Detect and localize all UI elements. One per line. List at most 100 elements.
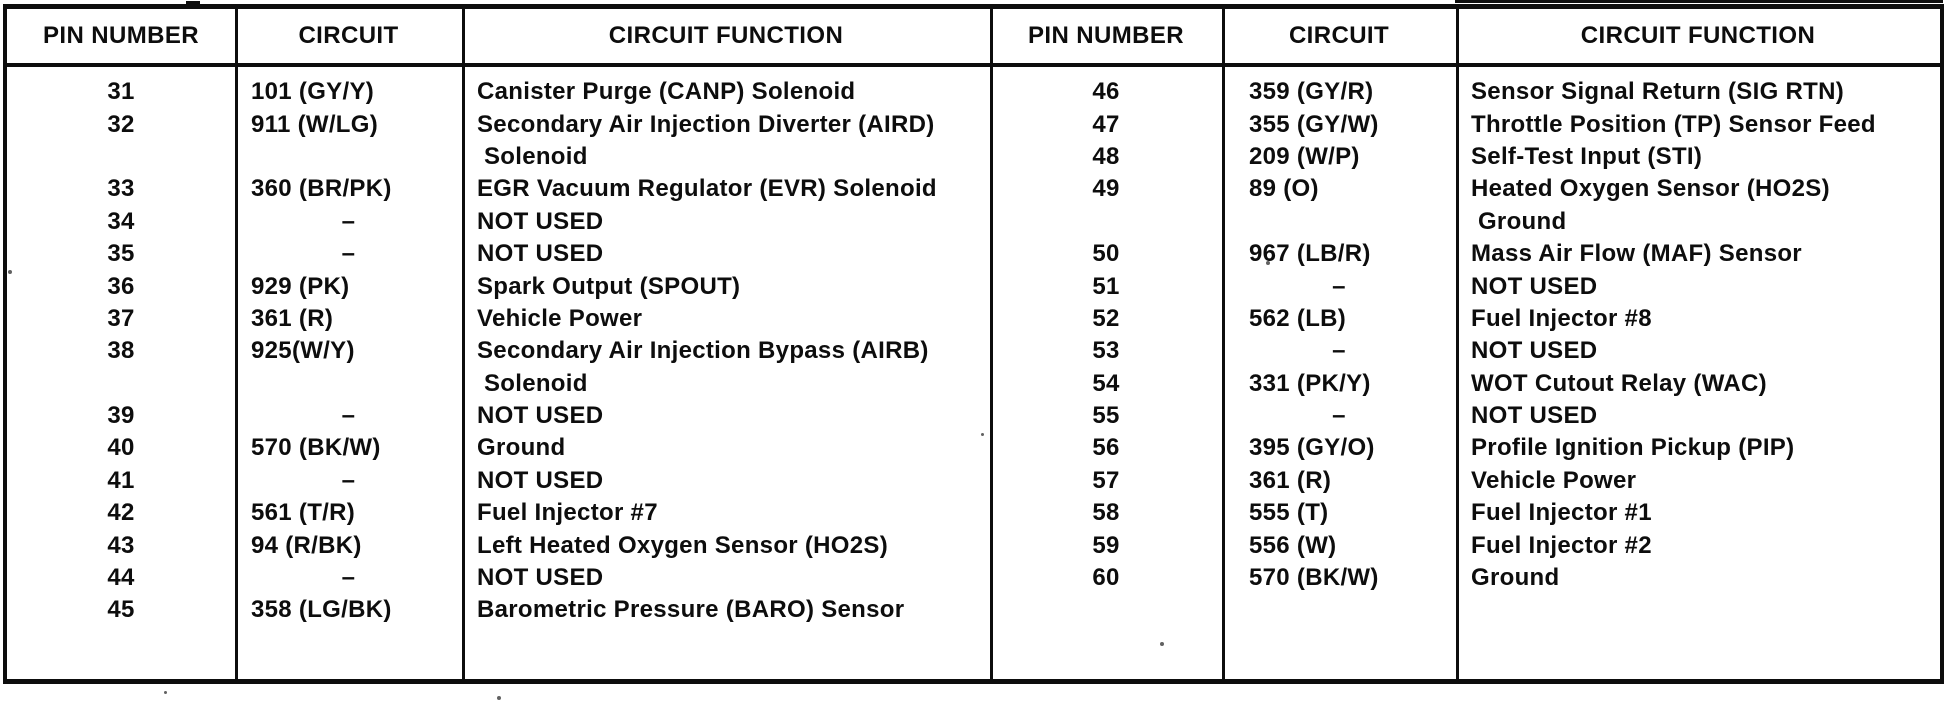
function-cell: Vehicle Power: [1471, 466, 1637, 494]
circuit-cell: 361 (R): [1249, 466, 1332, 494]
pinout-table: PIN NUMBER CIRCUIT CIRCUIT FUNCTION PIN …: [3, 4, 1944, 684]
circuit-cell: 361 (R): [251, 304, 334, 332]
pin-cell: 58: [1092, 499, 1120, 527]
function-cell: Secondary Air Injection Bypass (AIRB): [477, 337, 929, 365]
pin-cell: 35: [107, 240, 135, 268]
column-header-pin-number-right: PIN NUMBER: [1027, 22, 1184, 49]
pin-cell: 49: [1092, 175, 1120, 203]
circuit-cell: [1222, 594, 1456, 626]
function-cell: NOT USED: [477, 466, 604, 494]
function-cell: Solenoid: [477, 142, 588, 170]
function-cell: Fuel Injector #8: [1471, 304, 1652, 332]
function-cell: EGR Vacuum Regulator (EVR) Solenoid: [477, 175, 937, 203]
circuit-cell: –: [1332, 402, 1346, 430]
function-cell: Profile Ignition Pickup (PIP): [1471, 434, 1795, 462]
circuit-cell: –: [1332, 272, 1346, 300]
circuit-cell: 358 (LG/BK): [251, 596, 392, 624]
function-cell: Fuel Injector #1: [1471, 499, 1652, 527]
circuit-cell: 561 (T/R): [251, 499, 356, 527]
pin-cell: 53: [1092, 337, 1120, 365]
scan-speck: [164, 691, 167, 694]
circuit-cell: –: [341, 466, 356, 494]
pin-cell: 51: [1092, 272, 1120, 300]
function-cell: Fuel Injector #2: [1471, 531, 1652, 559]
scan-speck: [497, 696, 501, 700]
pin-cell: 45: [107, 596, 135, 624]
circuit-cell: 911 (W/LG): [251, 110, 379, 138]
pin-cell: [990, 206, 1222, 238]
column-divider-line: [462, 9, 465, 679]
circuit-cell: –: [341, 564, 356, 592]
pin-cell: 47: [1092, 110, 1120, 138]
pin-cell: 39: [107, 402, 135, 430]
pin-cell: 52: [1092, 304, 1120, 332]
circuit-cell: [235, 141, 462, 173]
scan-speck: [8, 270, 12, 274]
function-cell: WOT Cutout Relay (WAC): [1471, 369, 1767, 397]
pin-cell: 38: [107, 337, 135, 365]
table-body: 31 101 (GY/Y) Canister Purge (CANP) Soleno…: [7, 67, 1940, 679]
column-divider-line: [1456, 9, 1459, 679]
function-cell: Vehicle Power: [477, 304, 643, 332]
circuit-cell: –: [1332, 337, 1346, 365]
column-header-circuit-left: CIRCUIT: [298, 22, 399, 49]
circuit-cell: [1222, 206, 1456, 238]
function-cell: NOT USED: [477, 564, 604, 592]
circuit-cell: 925(W/Y): [251, 337, 355, 365]
function-cell: Ground: [1471, 564, 1560, 592]
function-cell: Fuel Injector #7: [477, 499, 658, 527]
scan-speck: [981, 433, 984, 436]
circuit-cell: –: [341, 207, 356, 235]
column-header-pin-number-left: PIN NUMBER: [42, 22, 199, 49]
circuit-cell: 331 (PK/Y): [1249, 369, 1371, 397]
circuit-cell: 89 (O): [1249, 175, 1319, 203]
function-cell: NOT USED: [1471, 337, 1598, 365]
function-cell: Mass Air Flow (MAF) Sensor: [1471, 240, 1802, 268]
pin-cell: 43: [107, 531, 135, 559]
scan-artifact-tick: [186, 1, 200, 4]
column-header-circuit-function-left: CIRCUIT FUNCTION: [608, 22, 844, 49]
function-cell: Canister Purge (CANP) Solenoid: [477, 78, 856, 106]
pin-cell: 40: [107, 434, 135, 462]
pin-cell: 55: [1092, 402, 1120, 430]
circuit-cell: 209 (W/P): [1249, 142, 1360, 170]
pin-cell: 50: [1092, 240, 1120, 268]
pin-cell: 46: [1092, 78, 1120, 106]
pin-cell: [7, 368, 235, 400]
pin-cell: 59: [1092, 531, 1120, 559]
function-cell: NOT USED: [477, 240, 604, 268]
circuit-cell: 360 (BR/PK): [251, 175, 392, 203]
function-cell: Ground: [1471, 207, 1567, 235]
circuit-cell: 359 (GY/R): [1249, 78, 1374, 106]
pin-cell: 37: [107, 304, 135, 332]
circuit-cell: 94 (R/BK): [251, 531, 362, 559]
function-cell: Sensor Signal Return (SIG RTN): [1471, 78, 1845, 106]
function-cell: Solenoid: [477, 369, 588, 397]
column-divider-line: [990, 9, 993, 679]
scan-speck: [1160, 642, 1164, 646]
circuit-cell: 929 (PK): [251, 272, 350, 300]
pin-cell: 33: [107, 175, 135, 203]
function-cell: [1456, 594, 1940, 626]
circuit-cell: 555 (T): [1249, 499, 1329, 527]
circuit-cell: 570 (BK/W): [251, 434, 381, 462]
header-divider-line: [7, 63, 1940, 67]
pin-cell: 32: [107, 110, 135, 138]
pin-cell: 54: [1092, 369, 1120, 397]
pin-cell: 60: [1092, 564, 1120, 592]
column-divider-line: [1222, 9, 1225, 679]
circuit-cell: 570 (BK/W): [1249, 564, 1379, 592]
pin-cell: 48: [1092, 142, 1120, 170]
column-divider-line: [235, 9, 238, 679]
pin-cell: [990, 594, 1222, 626]
function-cell: Heated Oxygen Sensor (HO2S): [1471, 175, 1830, 203]
table-header-row: PIN NUMBER CIRCUIT CIRCUIT FUNCTION PIN …: [7, 9, 1940, 63]
function-cell: Ground: [477, 434, 566, 462]
circuit-cell: –: [341, 402, 356, 430]
pin-cell: 41: [107, 466, 135, 494]
column-header-circuit-function-right: CIRCUIT FUNCTION: [1580, 22, 1816, 49]
circuit-cell: [235, 368, 462, 400]
function-cell: NOT USED: [1471, 272, 1598, 300]
circuit-cell: 395 (GY/O): [1249, 434, 1375, 462]
